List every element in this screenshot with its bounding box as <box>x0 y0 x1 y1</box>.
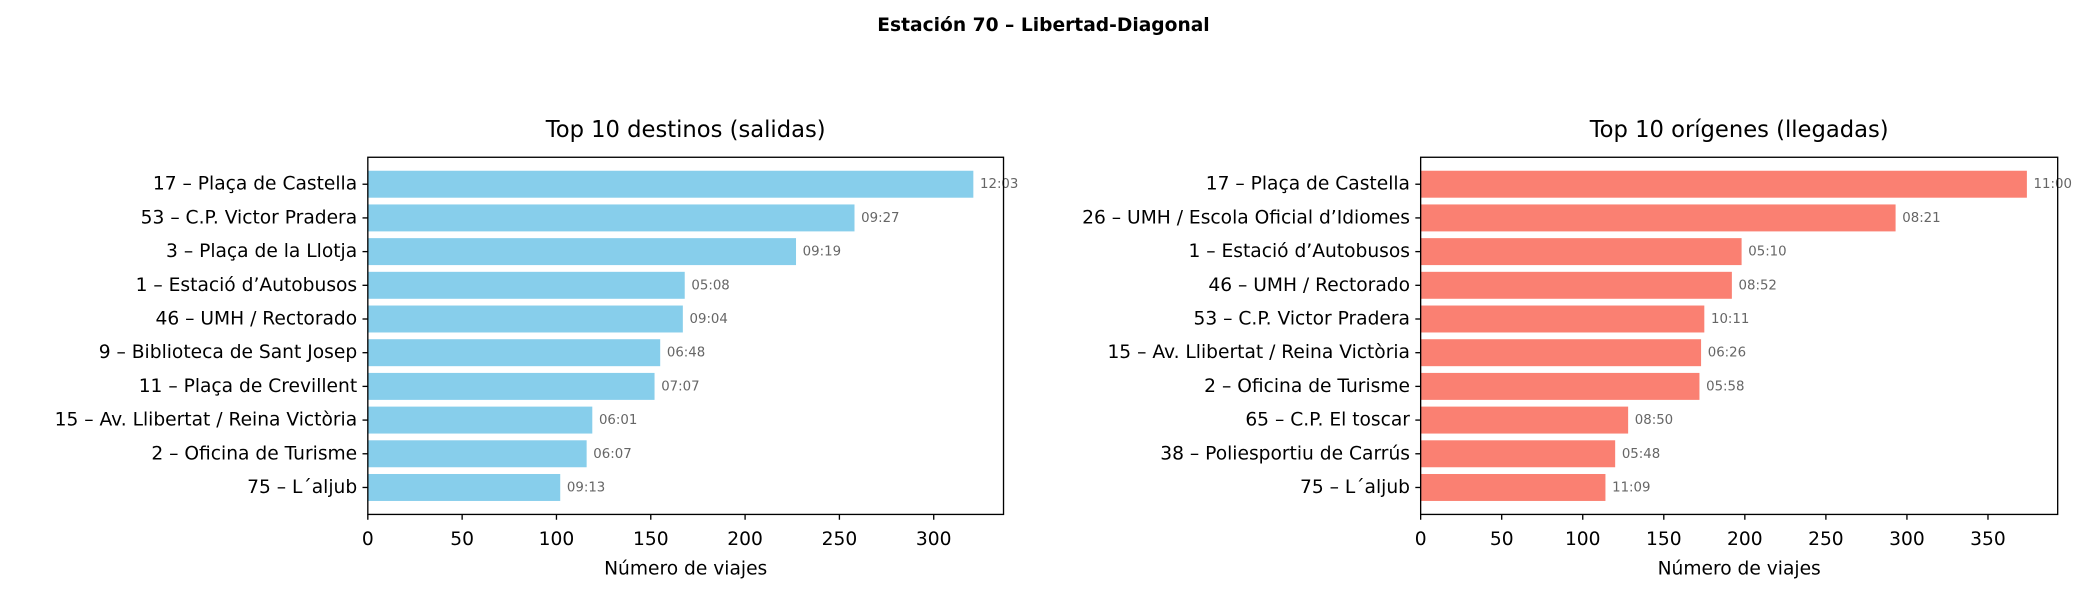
x-tick-label: 150 <box>633 529 669 550</box>
bar-label: 08:52 <box>1739 278 1777 293</box>
bar-label: 08:21 <box>1902 211 1940 226</box>
plot-frame <box>1419 156 2059 516</box>
bar-label: 06:48 <box>667 346 705 361</box>
suptitle: Estación 70 – Libertad-Diagonal <box>877 15 1209 36</box>
y-tick-label: 2 – Oficina de Turisme <box>1204 376 1410 397</box>
x-tick-label: 50 <box>1490 529 1514 550</box>
bar <box>1420 440 1616 468</box>
bar-label: 07:07 <box>661 379 699 394</box>
bar <box>367 271 685 299</box>
y-tick-label: 1 – Estació d’Autobusos <box>136 275 358 296</box>
y-tick-label: 9 – Biblioteca de Sant Josep <box>99 342 357 363</box>
x-tick-label: 300 <box>916 529 952 550</box>
bar-label: 09:19 <box>803 245 841 260</box>
bar-label: 09:13 <box>567 480 605 495</box>
x-tick-label: 50 <box>450 529 474 550</box>
y-tick-label: 65 – C.P. El toscar <box>1245 410 1410 431</box>
bar <box>367 238 797 266</box>
y-tick-label: 75 – L´aljub <box>247 477 357 498</box>
bar <box>1420 238 1742 266</box>
x-tick-label: 250 <box>822 529 858 550</box>
x-tick-label: 0 <box>1415 529 1427 550</box>
bar <box>367 170 974 198</box>
bar-label: 08:50 <box>1635 413 1673 428</box>
x-axis-label: Número de viajes <box>1658 559 1821 580</box>
x-tick-label: 300 <box>1889 529 1925 550</box>
x-tick-label: 150 <box>1646 529 1682 550</box>
bar <box>1420 271 1732 299</box>
x-tick-label: 250 <box>1808 529 1844 550</box>
y-tick-label: 1 – Estació d’Autobusos <box>1188 241 1410 262</box>
y-tick-label: 46 – UMH / Rectorado <box>1208 275 1410 296</box>
chart-title: Top 10 orígenes (llegadas) <box>1589 117 1889 143</box>
bar <box>367 473 561 501</box>
bar <box>1420 372 1700 400</box>
bar-label: 05:08 <box>691 278 729 293</box>
y-tick-label: 3 – Plaça de la Llotja <box>166 241 357 262</box>
plot-frame <box>367 156 1005 516</box>
bar <box>367 372 655 400</box>
bar <box>1420 339 1702 367</box>
bar-label: 06:01 <box>599 413 637 428</box>
bar <box>1420 170 2027 198</box>
bar <box>1420 473 1606 501</box>
y-tick-label: 15 – Av. Llibertat / Reina Victòria <box>55 410 358 431</box>
y-tick-label: 17 – Plaça de Castella <box>1206 174 1410 195</box>
y-tick-label: 38 – Poliesportiu de Carrús <box>1160 443 1410 464</box>
chart-title: Top 10 destinos (salidas) <box>545 117 826 143</box>
y-tick-label: 53 – C.P. Victor Pradera <box>141 207 357 228</box>
bar <box>367 305 683 333</box>
x-tick-label: 100 <box>539 529 575 550</box>
bar <box>1420 204 1896 232</box>
bar-label: 09:04 <box>690 312 728 327</box>
bar <box>1420 305 1705 333</box>
y-tick-label: 2 – Oficina de Turisme <box>151 443 357 464</box>
bar <box>367 406 593 434</box>
bar-label: 12:03 <box>980 177 1018 192</box>
y-tick-label: 11 – Plaça de Crevillent <box>139 376 357 397</box>
x-tick-label: 100 <box>1565 529 1601 550</box>
y-tick-label: 26 – UMH / Escola Oficial d’Idiomes <box>1082 207 1410 228</box>
x-tick-label: 350 <box>1970 529 2006 550</box>
bar-label: 09:27 <box>861 211 899 226</box>
bar-label: 05:48 <box>1622 447 1660 462</box>
y-tick-label: 46 – UMH / Rectorado <box>156 309 358 330</box>
bar-label: 10:11 <box>1711 312 1749 327</box>
bar-label: 06:07 <box>593 447 631 462</box>
y-tick-label: 75 – L´aljub <box>1300 477 1410 498</box>
x-axis-label: Número de viajes <box>604 559 767 580</box>
bar-label: 05:58 <box>1706 379 1744 394</box>
bar-label: 05:10 <box>1748 245 1786 260</box>
bar-label: 11:09 <box>1612 480 1650 495</box>
bar <box>367 339 661 367</box>
bar-label: 11:00 <box>2034 177 2072 192</box>
bar <box>367 204 855 232</box>
x-tick-label: 200 <box>727 529 763 550</box>
y-tick-label: 17 – Plaça de Castella <box>153 174 357 195</box>
bar <box>1420 406 1629 434</box>
y-tick-label: 53 – C.P. Victor Pradera <box>1194 309 1410 330</box>
x-tick-label: 0 <box>362 529 374 550</box>
x-tick-label: 200 <box>1727 529 1763 550</box>
bar-label: 06:26 <box>1708 346 1746 361</box>
bar <box>367 440 587 468</box>
y-tick-label: 15 – Av. Llibertat / Reina Victòria <box>1107 342 1410 363</box>
